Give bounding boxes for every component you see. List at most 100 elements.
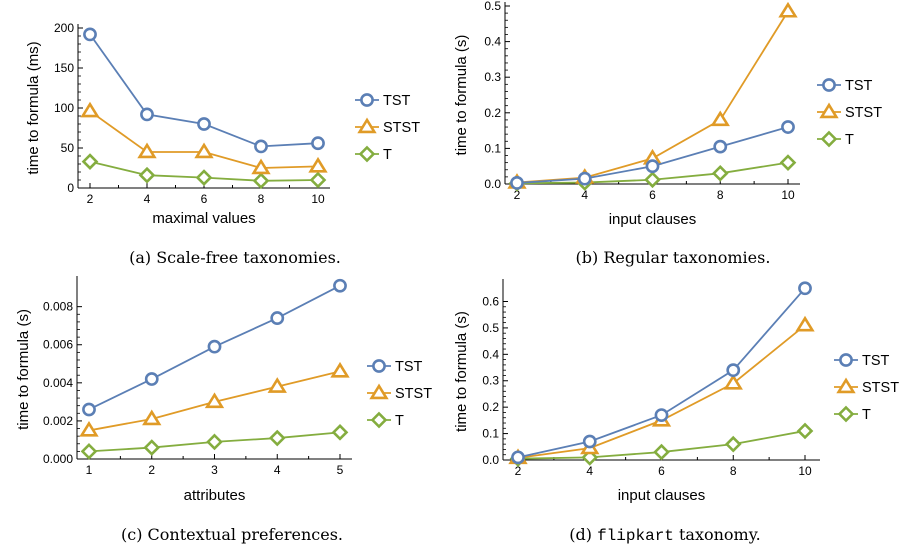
legend-marker-stst bbox=[357, 117, 377, 134]
panel-b-regular: 2 4 6 8 10 0.0 0.1 0.2 0.3 0.4 0.5 input clauses tim… bbox=[453, 0, 882, 228]
data-point-t bbox=[796, 422, 814, 440]
y-axis-label: time to formula (s) bbox=[453, 35, 470, 156]
x-axis-label: attributes bbox=[184, 487, 246, 504]
legend-marker-t bbox=[837, 405, 855, 423]
data-point-tst bbox=[645, 159, 660, 174]
legend-label-t: T bbox=[395, 413, 404, 429]
y-tick-label: 0.002 bbox=[43, 414, 73, 428]
data-point-stst bbox=[267, 377, 287, 393]
data-point-tst bbox=[140, 107, 154, 122]
y-tick-label: 0.5 bbox=[484, 0, 501, 13]
data-point-t bbox=[143, 439, 161, 456]
data-point-tst bbox=[511, 450, 525, 465]
legend-marker-stst bbox=[819, 102, 839, 119]
legend-label-stst: STST bbox=[845, 105, 882, 121]
y-tick-label: 0.000 bbox=[43, 452, 73, 466]
legend-marker-t bbox=[820, 130, 838, 148]
y-tick-label: 0.2 bbox=[484, 106, 501, 120]
x-tick-label: 8 bbox=[730, 464, 737, 478]
y-tick-label: 0.1 bbox=[484, 141, 501, 155]
y-tick-label: 0.4 bbox=[482, 347, 499, 361]
y-axis-label: time to formula (s) bbox=[15, 309, 32, 430]
y-tick-label: 0.0 bbox=[482, 453, 499, 467]
x-tick-label: 2 bbox=[515, 464, 522, 478]
data-point-stst bbox=[251, 158, 271, 175]
y-tick-label: 0.004 bbox=[43, 376, 73, 390]
caption-b: (b) Regular taxonomies. bbox=[576, 248, 771, 267]
data-point-t bbox=[653, 443, 670, 461]
data-point-stst bbox=[710, 110, 730, 127]
data-point-stst bbox=[79, 420, 99, 437]
legend-label-tst: TST bbox=[845, 78, 873, 94]
data-point-tst bbox=[781, 120, 795, 134]
caption-c: (c) Contextual preferences. bbox=[121, 525, 343, 544]
data-point-tst bbox=[798, 281, 812, 296]
legend-marker-tst bbox=[839, 353, 853, 367]
legend-label-stst: STST bbox=[862, 380, 899, 396]
data-point-stst bbox=[137, 142, 157, 159]
data-point-t bbox=[81, 153, 99, 170]
x-tick-label: 3 bbox=[211, 463, 218, 477]
y-tick-label: 0.2 bbox=[482, 400, 499, 414]
data-point-tst bbox=[144, 372, 159, 386]
data-point-tst bbox=[726, 363, 741, 378]
data-point-t bbox=[80, 443, 98, 460]
y-tick-label: 100 bbox=[54, 101, 74, 115]
y-tick-label: 0.3 bbox=[484, 70, 501, 84]
data-point-stst bbox=[308, 156, 328, 173]
data-point-t bbox=[206, 433, 223, 451]
data-point-tst bbox=[577, 171, 592, 186]
legend-label-tst: TST bbox=[862, 353, 890, 369]
data-point-tst bbox=[333, 278, 347, 293]
legend-label-t: T bbox=[862, 407, 871, 423]
y-tick-label: 200 bbox=[54, 21, 74, 35]
y-tick-label: 0 bbox=[67, 181, 74, 195]
data-point-tst bbox=[270, 311, 285, 325]
y-tick-label: 0.0 bbox=[484, 177, 501, 191]
data-point-tst bbox=[82, 402, 96, 417]
legend-marker-tst bbox=[360, 93, 374, 107]
data-point-t bbox=[724, 435, 742, 453]
legend-label-tst: TST bbox=[395, 359, 423, 375]
x-tick-label: 2 bbox=[87, 192, 94, 206]
x-tick-label: 8 bbox=[717, 188, 724, 202]
data-point-tst bbox=[197, 117, 211, 131]
legend-label-stst: STST bbox=[395, 386, 432, 402]
x-tick-label: 2 bbox=[514, 188, 521, 202]
data-point-stst bbox=[80, 101, 100, 118]
data-point-t bbox=[195, 169, 213, 186]
y-tick-label: 0.4 bbox=[484, 35, 501, 49]
data-point-stst bbox=[795, 315, 815, 332]
data-point-stst bbox=[778, 1, 798, 18]
x-axis-label: input clauses bbox=[609, 211, 697, 228]
x-tick-label: 6 bbox=[201, 192, 208, 206]
panel-c-contextual: 1 2 3 4 5 0.000 0.002 0.004 0.006 0.008 attributes… bbox=[15, 276, 432, 504]
data-point-t bbox=[138, 166, 156, 184]
caption-d-mono: flipkart bbox=[597, 527, 674, 545]
legend-label-tst: TST bbox=[383, 93, 411, 109]
data-point-t bbox=[644, 171, 661, 189]
data-point-tst bbox=[83, 27, 97, 42]
x-tick-label: 4 bbox=[586, 464, 593, 478]
x-tick-label: 10 bbox=[781, 188, 795, 202]
y-tick-label: 0.006 bbox=[43, 338, 73, 352]
y-tick-label: 150 bbox=[54, 61, 74, 75]
legend-marker-t bbox=[370, 411, 388, 429]
data-point-tst bbox=[207, 339, 222, 354]
legend-marker-tst bbox=[822, 78, 836, 92]
data-point-stst bbox=[194, 142, 214, 159]
data-point-t bbox=[252, 172, 270, 190]
legend-label-t: T bbox=[383, 147, 392, 163]
legend-marker-t bbox=[358, 145, 376, 163]
data-point-tst bbox=[254, 139, 268, 154]
data-point-stst bbox=[330, 361, 350, 378]
caption-d-suffix: taxonomy. bbox=[674, 525, 761, 544]
data-point-tst bbox=[654, 408, 669, 422]
caption-a: (a) Scale-free taxonomies. bbox=[129, 248, 341, 267]
data-point-t bbox=[711, 164, 729, 182]
legend-marker-tst bbox=[372, 359, 386, 373]
x-tick-label: 1 bbox=[86, 463, 93, 477]
y-tick-label: 0.008 bbox=[43, 300, 73, 314]
